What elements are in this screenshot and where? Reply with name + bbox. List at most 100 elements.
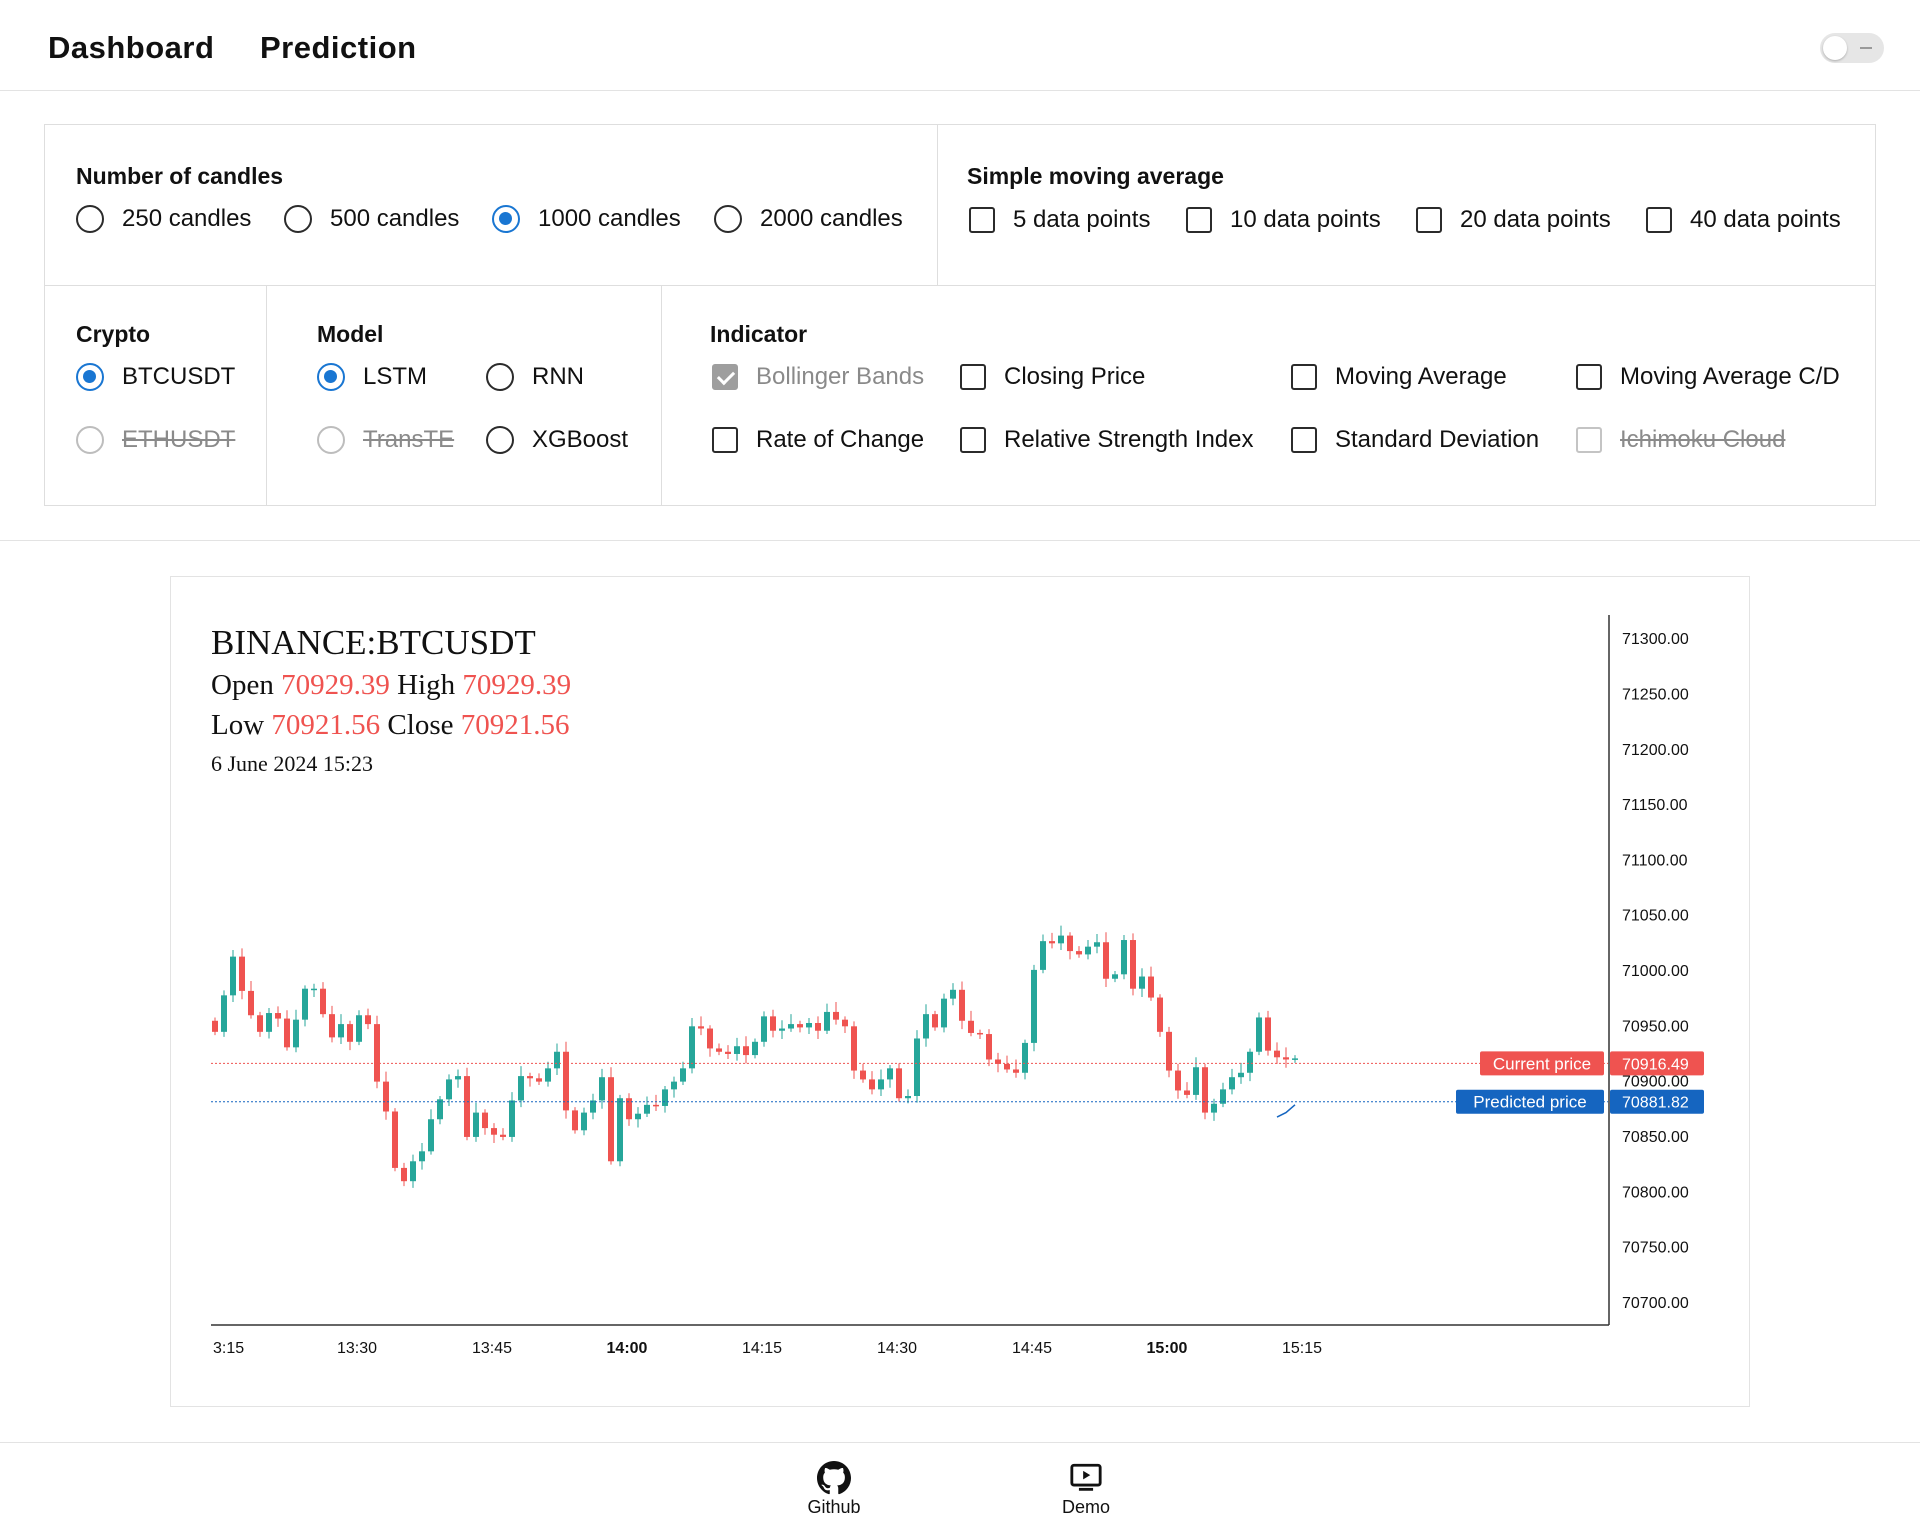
candle-body [455,1076,461,1080]
low-value: 70921.56 [271,709,381,741]
low-label: Low [211,709,265,741]
candle-body [1031,969,1037,1043]
candle-body [788,1024,794,1029]
close-label: Close [387,709,454,741]
candle-body [905,1096,911,1099]
candle-body [473,1112,479,1137]
candle-body [383,1081,389,1112]
candle-body [1067,935,1073,952]
candle-body [428,1119,434,1152]
demo-link[interactable]: Demo [1036,1461,1136,1518]
indicator-moving-average[interactable]: Moving Average [1291,363,1507,391]
chart-legend: BINANCE:BTCUSDT Open 70929.39 High 70929… [211,621,571,781]
nav-dashboard-link[interactable]: Dashboard [48,30,215,65]
radio-icon [76,205,104,233]
sma-option-40[interactable]: 40 data points [1646,206,1841,234]
candle-body [1265,1017,1271,1051]
open-value: 70929.39 [281,669,390,701]
candle-body [995,1059,1001,1064]
candle-body [1211,1103,1217,1113]
candle-body [500,1134,506,1137]
candle-body [1283,1057,1289,1060]
candle-body [887,1068,893,1080]
x-tick-label: 15:15 [1282,1340,1322,1357]
sma-option-5[interactable]: 5 data points [969,206,1150,234]
github-link[interactable]: Github [784,1461,884,1518]
x-tick-label: 14:30 [877,1340,917,1357]
radio-checked-icon [76,363,104,391]
section-divider [0,540,1920,541]
candle-body [1040,941,1046,970]
candle-body [1238,1072,1244,1078]
candle-body [770,1016,776,1031]
candle-body [743,1046,749,1056]
candles-option-2000[interactable]: 2000 candles [714,205,903,233]
indicator-relative-strength-index[interactable]: Relative Strength Index [960,426,1253,454]
candle-body [851,1026,857,1071]
candle-body [221,995,227,1032]
candle-body [1004,1063,1010,1070]
crypto-option-btcusdt[interactable]: BTCUSDT [76,363,235,391]
y-tick-label: 71200.00 [1622,742,1689,759]
checkbox-icon [1576,364,1602,390]
candle-body [275,1013,281,1019]
nav-prediction-link[interactable]: Prediction [260,30,417,65]
candle-body [1274,1050,1280,1058]
indicator-standard-deviation[interactable]: Standard Deviation [1291,426,1539,454]
indicator-rate-of-change[interactable]: Rate of Change [712,426,924,454]
y-tick-label: 70800.00 [1622,1184,1689,1201]
x-tick-label: 13:30 [337,1340,377,1357]
candles-option-250[interactable]: 250 candles [76,205,251,233]
sma-option-10[interactable]: 10 data points [1186,206,1381,234]
checkbox-icon [712,427,738,453]
price-chart[interactable]: 71300.00 71250.00 71200.00 71150.00 71100.00… [170,576,1750,1407]
candle-body [806,1022,812,1028]
indicator-moving-average-cd[interactable]: Moving Average C/D [1576,363,1840,391]
candles-option-1000[interactable]: 1000 candles [492,205,681,233]
candle-body [1013,1069,1019,1073]
candle-body [959,989,965,1021]
checkbox-icon [969,207,995,233]
candle-body [581,1112,587,1131]
candle-body [797,1024,803,1028]
toggle-knob [1823,36,1847,60]
y-tick-label: 70700.00 [1622,1295,1689,1312]
candle-body [1202,1067,1208,1113]
candle-body [293,1019,299,1048]
candlestick-chart[interactable]: 71300.00 71250.00 71200.00 71150.00 71100.00… [171,577,1751,1408]
candles-option-500[interactable]: 500 candles [284,205,459,233]
toggle-off-icon [1860,47,1872,49]
sma-option-20[interactable]: 20 data points [1416,206,1611,234]
model-option-lstm[interactable]: LSTM [317,363,427,391]
open-label: Open [211,669,274,701]
candle-body [896,1068,902,1099]
candle-body [563,1051,569,1111]
candle-body [977,1032,983,1035]
candle-body [392,1111,398,1168]
candle-body [752,1041,758,1056]
model-option-xgboost[interactable]: XGBoost [486,426,628,454]
y-tick-label: 70750.00 [1622,1240,1689,1257]
candle-body [761,1016,767,1042]
candle-body [734,1046,740,1054]
candle-body [401,1167,407,1182]
model-option-rnn[interactable]: RNN [486,363,584,391]
price-tag-label: Current price [1493,1054,1591,1073]
candle-body [716,1048,722,1052]
panel-divider [661,285,662,505]
github-label: Github [807,1497,861,1517]
candle-body [545,1068,551,1082]
candle-body [617,1098,623,1162]
candle-body [779,1028,785,1031]
candle-body [212,1020,218,1032]
candle-body [1130,940,1136,989]
indicator-closing-price[interactable]: Closing Price [960,363,1145,391]
candle-body [1103,942,1109,979]
candle-body [968,1020,974,1033]
x-tick-label: 3:15 [213,1340,244,1357]
theme-toggle[interactable] [1820,33,1884,63]
settings-panel: Number of candles 250 candles 500 candle… [44,124,1876,506]
x-tick-label: 13:45 [472,1340,512,1357]
radio-checked-icon [317,363,345,391]
candle-body [446,1079,452,1100]
